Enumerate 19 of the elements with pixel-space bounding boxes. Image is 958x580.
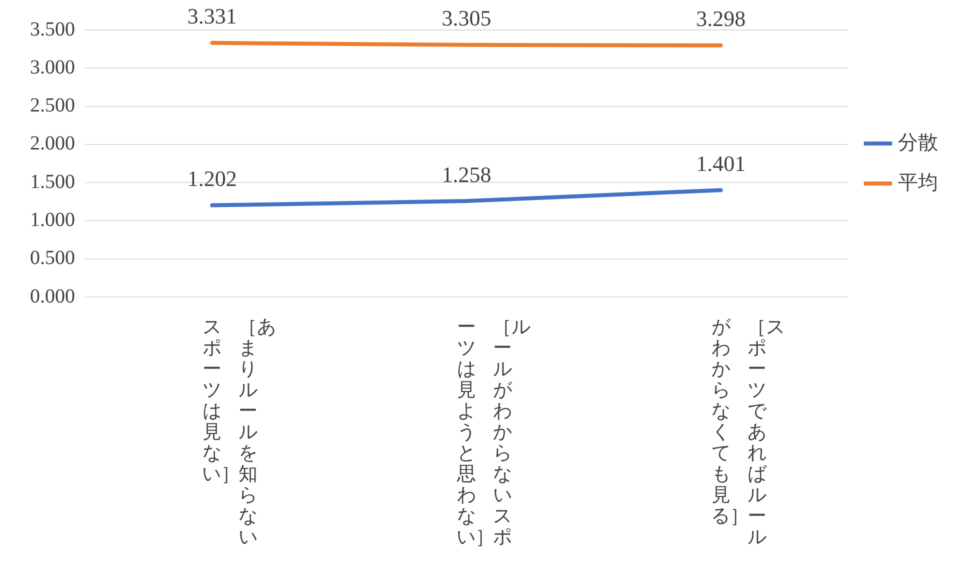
legend-label: 分散 bbox=[898, 132, 938, 154]
category-label: ［ルールがわからないスポーツは見ようと思わない］ bbox=[456, 316, 530, 548]
data-label: 1.202 bbox=[187, 166, 237, 192]
data-label: 1.258 bbox=[442, 162, 492, 187]
y-tick-label: 2.000 bbox=[30, 132, 75, 155]
y-tick-label: 1.000 bbox=[30, 208, 75, 231]
legend-label: 平均 bbox=[898, 172, 938, 194]
data-label: 3.331 bbox=[187, 4, 237, 29]
data-label: 1.401 bbox=[696, 150, 746, 176]
y-tick-label: 1.500 bbox=[30, 170, 75, 193]
data-label: 3.298 bbox=[696, 6, 746, 32]
category-label: ［スポーツであればルールがわからなくても見る］ bbox=[710, 316, 785, 548]
category-label: ［あまりルールを知らないスポーツは見ない］ bbox=[202, 316, 276, 548]
data-label: 3.305 bbox=[442, 6, 492, 31]
y-tick-label: 0.000 bbox=[30, 285, 75, 308]
y-tick-label: 0.500 bbox=[30, 247, 75, 270]
y-tick-label: 3.000 bbox=[30, 56, 75, 78]
y-tick-label: 3.500 bbox=[30, 18, 75, 40]
y-tick-label: 2.500 bbox=[30, 94, 75, 117]
